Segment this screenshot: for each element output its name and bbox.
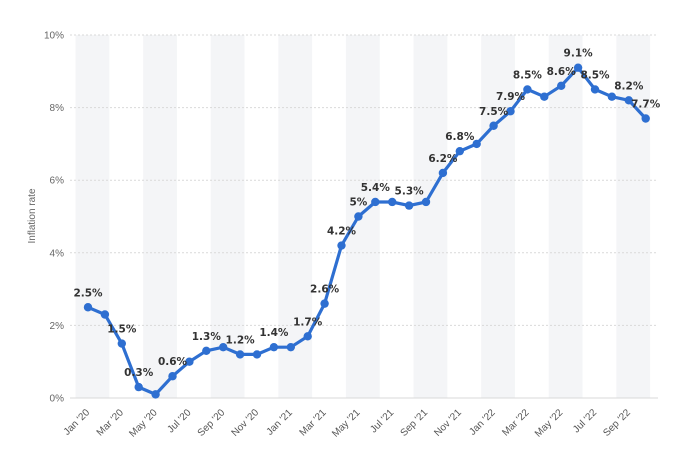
data-label: 2.5% [73,287,103,299]
data-point[interactable] [219,342,228,352]
data-label: 0.3% [124,367,154,379]
data-label: 8.5% [513,69,543,81]
y-axis-ticks: 0% 2% 4% 6% 8% 10% [44,31,64,405]
data-label: 5.4% [361,182,391,194]
grid-band [616,35,651,398]
x-tick-label: May '21 [330,407,363,440]
x-tick-label: Jan '20 [62,407,93,438]
grid-band [548,35,583,398]
data-label: 1.3% [192,331,222,343]
data-label: 1.2% [226,334,256,346]
y-axis-label: Inflation rate [27,188,38,243]
data-label: 4.2% [327,226,357,238]
x-tick-label: Mar '22 [500,407,531,438]
grid-band [481,35,515,398]
data-point[interactable] [303,332,312,341]
data-point[interactable] [489,121,498,130]
grid-band [413,35,448,398]
data-label: 8.2% [614,80,644,92]
y-tick-label: 10% [44,31,64,42]
data-point[interactable] [388,197,397,207]
data-point[interactable] [455,146,464,156]
data-point[interactable] [337,241,346,250]
data-labels: 2.5% 1.5% 0.3% 0.6% 1.3% 1.2%1.4% 1.7% 2.6% 4.2%… [73,48,660,379]
grid-band [143,35,177,398]
data-label: 5% [349,197,367,209]
data-label: 9.1% [564,48,594,60]
data-point[interactable] [371,197,380,207]
x-tick-label: Jan '21 [265,407,296,438]
grid-band [210,35,245,398]
data-label: 6.2% [428,153,458,165]
x-tick-label: May '20 [127,407,160,440]
grid-band [345,35,380,398]
y-tick-label: 2% [50,321,65,332]
data-point[interactable] [421,197,431,207]
x-tick-label: Jul '22 [571,407,599,435]
data-point[interactable] [269,342,279,352]
x-tick-label: Mar '21 [298,407,329,438]
y-tick-label: 8% [50,103,65,114]
data-point[interactable] [590,85,600,94]
x-axis-ticks: Jan '20 Mar '20 May '20 Jul '20 Sep '20 Nov '… [62,407,633,440]
x-tick-label: Jan '22 [467,407,498,438]
data-label: 5.3% [395,186,425,198]
x-tick-label: Nov '21 [432,407,464,439]
x-tick-label: Jul '20 [166,407,194,435]
data-label: 1.4% [259,327,289,339]
data-label: 1.7% [293,316,323,328]
data-point[interactable] [320,299,329,308]
y-tick-label: 4% [50,248,65,259]
horizontal-gridlines [70,34,658,399]
data-point[interactable] [573,63,583,72]
data-point[interactable] [506,107,515,116]
grid-band [75,35,110,398]
data-label: 1.5% [107,324,137,336]
data-point[interactable] [472,139,481,149]
grid-bands [75,35,651,398]
x-tick-label: May '22 [533,407,566,440]
data-point[interactable] [117,339,127,348]
data-label: 0.6% [158,356,188,368]
data-point[interactable] [252,350,262,359]
data-label: 7.9% [496,91,526,103]
data-point[interactable] [134,382,143,392]
series-line [86,66,648,396]
data-point[interactable] [235,350,245,359]
data-label: 8.5% [580,69,610,81]
data-point[interactable] [151,390,160,399]
data-label: 7.7% [631,98,661,110]
x-tick-label: Nov '20 [230,407,262,439]
data-point[interactable] [83,303,93,312]
data-point[interactable] [202,346,211,356]
x-tick-label: Sep '21 [399,407,431,439]
data-point[interactable] [286,342,295,352]
data-point[interactable] [168,372,177,381]
data-point[interactable] [438,168,448,178]
data-label: 6.8% [445,131,475,143]
data-label: 8.6% [547,66,577,78]
data-point[interactable] [523,85,532,94]
data-point[interactable] [624,96,633,105]
data-point[interactable] [607,92,617,101]
data-points [83,63,650,399]
y-tick-label: 0% [50,394,65,405]
data-point[interactable] [354,212,363,221]
data-point[interactable] [641,114,650,123]
data-point[interactable] [100,310,110,319]
data-label: 7.5% [479,106,509,118]
x-tick-label: Sep '22 [601,407,633,439]
series-inflation [86,66,648,396]
data-label: 2.6% [310,284,340,296]
x-tick-label: Mar '20 [95,407,126,438]
data-point[interactable] [540,92,549,101]
data-point[interactable] [185,357,194,366]
data-point[interactable] [557,81,566,91]
data-point[interactable] [404,201,414,210]
x-tick-label: Sep '20 [196,407,228,439]
y-tick-label: 6% [50,176,65,187]
x-tick-label: Jul '21 [368,407,396,435]
